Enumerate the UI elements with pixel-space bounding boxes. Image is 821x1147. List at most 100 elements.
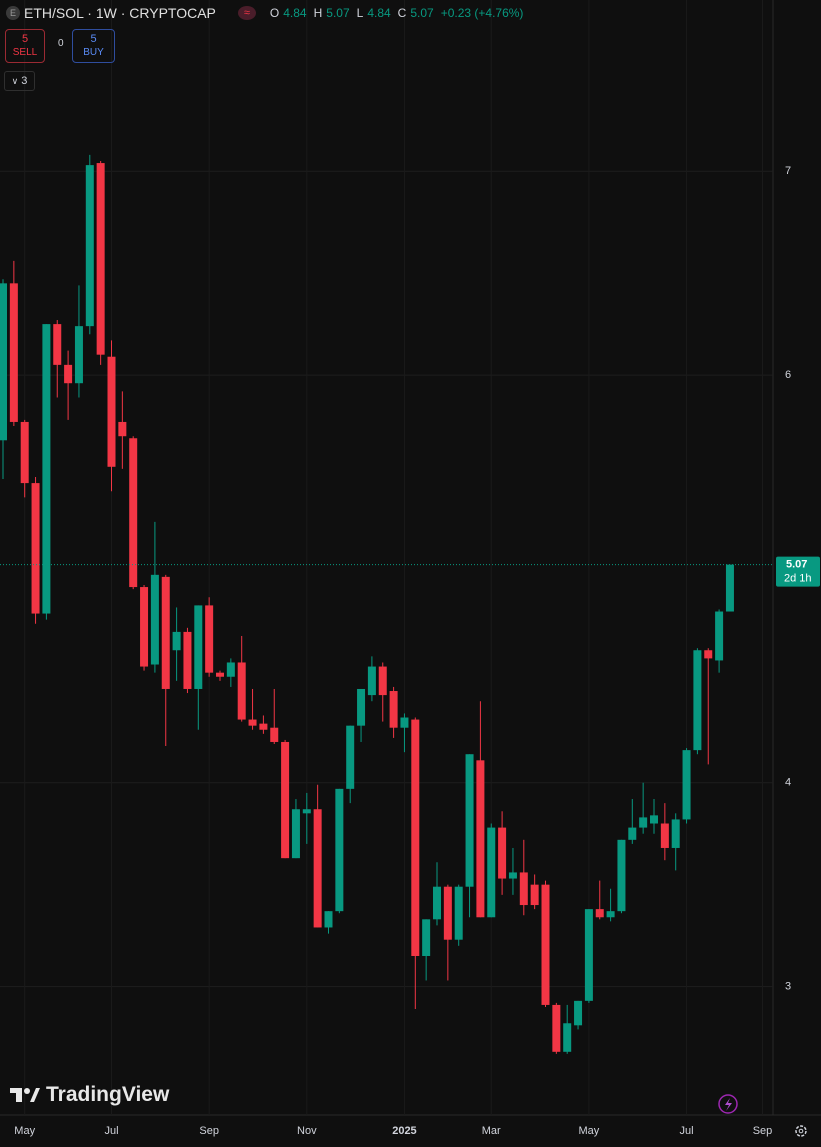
- candle-body: [324, 911, 333, 928]
- candle-body: [42, 324, 51, 614]
- x-tick-label: Mar: [482, 1125, 501, 1137]
- x-tick-label: Jul: [104, 1125, 118, 1137]
- candle-body: [487, 827, 496, 918]
- candle-body: [617, 839, 626, 912]
- logo-icon: [10, 1088, 40, 1102]
- candle-body: [595, 909, 604, 918]
- alert-icon[interactable]: [718, 1094, 738, 1114]
- sell-button[interactable]: 5 SELL: [5, 29, 45, 63]
- candle-body: [378, 666, 387, 696]
- candle-body: [20, 421, 29, 484]
- settings-icon[interactable]: [795, 1125, 807, 1137]
- candle-body: [519, 872, 528, 906]
- candle-body: [530, 884, 539, 906]
- candle-body: [671, 819, 680, 848]
- candle-body: [74, 326, 83, 384]
- spread: 0: [58, 38, 64, 49]
- ohlc-value: 4.84: [283, 6, 307, 20]
- candle-body: [422, 919, 431, 957]
- candle-body: [650, 815, 658, 824]
- x-tick-label: May: [579, 1125, 600, 1137]
- candle-body: [226, 662, 235, 677]
- candle-body: [433, 886, 441, 920]
- candle-body: [606, 911, 615, 918]
- y-tick-label: 4: [785, 777, 791, 789]
- x-tick-label: May: [14, 1125, 35, 1137]
- candle-body: [693, 650, 702, 751]
- candle-body: [259, 723, 268, 730]
- candle-body: [205, 605, 214, 673]
- candle-body: [389, 691, 398, 728]
- y-tick-label: 6: [785, 369, 791, 381]
- buy-label: BUY: [83, 47, 104, 58]
- indicator-icon[interactable]: ≈: [237, 6, 256, 20]
- sell-count: 5: [21, 33, 29, 45]
- x-tick-label: Nov: [297, 1125, 317, 1137]
- candle-body: [129, 438, 138, 588]
- change: +0.23 (+4.76%): [440, 6, 524, 20]
- candle-body: [281, 741, 290, 859]
- candle-body: [313, 809, 322, 928]
- x-tick-label: Sep: [199, 1125, 219, 1137]
- candle-body: [574, 1000, 583, 1026]
- indicators-count: 3: [21, 75, 28, 87]
- candle-body: [498, 827, 507, 879]
- candle-body: [161, 576, 170, 689]
- candle-body: [85, 165, 94, 327]
- candle-body: [53, 324, 62, 365]
- watermark-text: TradingView: [46, 1083, 170, 1106]
- sell-label: SELL: [12, 47, 38, 58]
- buy-count: 5: [90, 33, 97, 45]
- candle-body: [216, 672, 224, 677]
- alert-bolt: [725, 1098, 732, 1111]
- candle-body: [140, 587, 149, 667]
- candle-body: [628, 827, 637, 840]
- candle-body: [357, 688, 366, 726]
- candle-body: [248, 719, 257, 726]
- candle-body: [704, 650, 713, 659]
- ohlc-value: 4.84: [367, 6, 391, 20]
- candle-body: [150, 574, 159, 665]
- candle-body: [172, 631, 181, 651]
- candle-body: [64, 364, 73, 384]
- candle-body: [454, 886, 463, 940]
- buy-button[interactable]: 5 BUY: [72, 29, 115, 63]
- countdown-label: 2d 1h: [784, 573, 812, 585]
- indicators-toggle[interactable]: ∨ 3: [4, 71, 35, 91]
- candle-body: [465, 754, 474, 887]
- legend-header: E ETH/SOL · 1W · CRYPTOCAP ≈ O 4.84 H 5.07…: [6, 4, 526, 22]
- symbol-icon: E: [6, 6, 20, 20]
- candle-body: [411, 719, 420, 957]
- last-price-tag: [776, 556, 820, 587]
- candle-body: [682, 750, 691, 820]
- candle-body: [270, 727, 279, 742]
- ohlc-label: C: [397, 6, 407, 20]
- candle-body: [302, 809, 311, 814]
- candle-body: [725, 564, 734, 612]
- candle-body: [31, 483, 40, 614]
- y-tick-label: 7: [785, 165, 791, 177]
- watermark: TradingView: [10, 1083, 169, 1107]
- candle-body: [563, 1023, 572, 1052]
- candle-body: [183, 631, 192, 689]
- candle-body: [346, 725, 355, 789]
- ohlc-label: H: [313, 6, 323, 20]
- candle-body: [291, 809, 300, 859]
- candle-body: [552, 1004, 561, 1052]
- y-tick-label: 3: [785, 980, 791, 992]
- ohlc-label: O: [269, 6, 280, 20]
- candle-body: [715, 611, 724, 661]
- candle-body: [541, 884, 550, 1005]
- ohlc-label: L: [356, 6, 364, 20]
- candle-body: [194, 605, 203, 689]
- candle-body: [476, 760, 485, 918]
- candle-body: [400, 717, 409, 728]
- candles: [0, 154, 734, 1054]
- x-tick-label: Jul: [680, 1125, 694, 1137]
- symbol-title[interactable]: ETH/SOL · 1W · CRYPTOCAP: [24, 5, 216, 21]
- ohlc-value: 5.07: [326, 6, 350, 20]
- candle-body: [0, 283, 7, 441]
- candle-body: [443, 886, 452, 940]
- x-tick-label: 2025: [392, 1125, 416, 1137]
